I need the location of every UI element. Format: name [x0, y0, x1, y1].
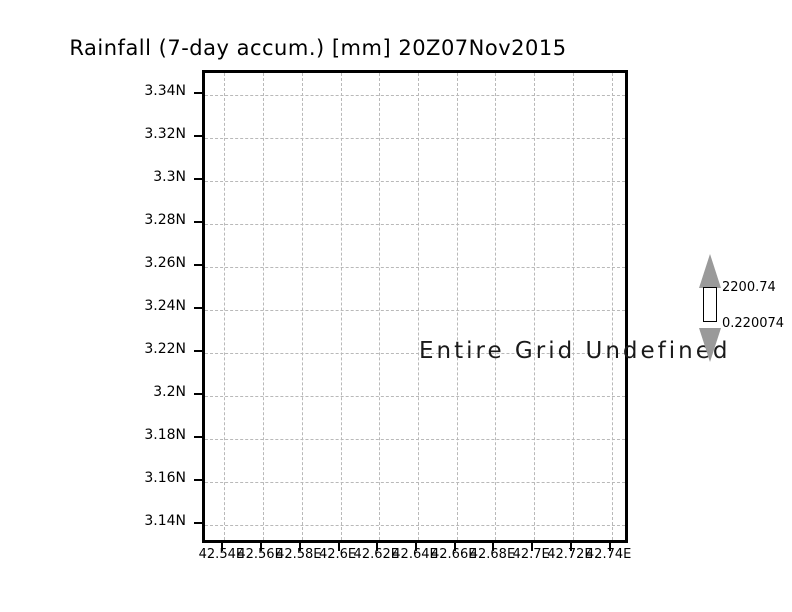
y-axis-tick-label: 3.26N	[144, 254, 186, 271]
y-axis-tick-label: 3.14N	[144, 512, 186, 529]
x-axis-tick-label: 42.54E	[198, 547, 245, 562]
chart-title-text: Rainfall (7-day accum.) [mm] 20Z07Nov201…	[69, 36, 567, 60]
gridline-vertical	[534, 73, 536, 540]
x-axis-tick	[337, 542, 340, 551]
gridlines	[205, 73, 625, 540]
x-axis-tick-label: 42.68E	[469, 547, 516, 562]
gridline-horizontal	[205, 309, 625, 311]
y-axis-tick-label: 3.32N	[144, 125, 186, 142]
gridline-vertical	[379, 73, 381, 540]
y-axis-tick-label: 3.28N	[144, 211, 186, 228]
gridline-vertical	[495, 73, 497, 540]
y-axis-tick	[194, 392, 203, 395]
gridline-horizontal	[205, 137, 625, 139]
x-axis-tick	[569, 542, 572, 551]
x-axis-tick-label: 42.6E	[318, 547, 357, 562]
y-axis-tick	[194, 306, 203, 309]
y-axis-tick	[194, 91, 203, 94]
gridline-horizontal	[205, 266, 625, 268]
x-axis-tick	[298, 542, 301, 551]
x-axis-tick-label: 42.58E	[276, 547, 322, 562]
x-axis-tick	[492, 542, 495, 551]
y-axis-tick	[194, 349, 203, 352]
x-axis-tick	[260, 542, 263, 551]
y-axis-tick	[194, 220, 203, 223]
gridline-vertical	[572, 73, 574, 540]
colorbar-max-label: 2200.74	[722, 280, 776, 295]
gridline-horizontal	[205, 180, 625, 182]
y-axis-tick-label: 3.18N	[144, 426, 186, 443]
colorbar-range-box	[703, 287, 717, 322]
y-axis-tick-label: 3.34N	[144, 82, 186, 99]
y-axis-tick	[194, 177, 203, 180]
x-axis-tick-label: 42.62E	[353, 547, 399, 562]
colorbar-min-label: 0.220074	[722, 316, 785, 331]
colorbar-upper-arrow-icon	[699, 254, 721, 288]
x-axis-tick	[531, 542, 534, 551]
gridline-vertical	[418, 73, 419, 540]
y-axis-tick-label: 3.24N	[144, 297, 186, 314]
colorbar-lower-arrow-icon	[699, 328, 721, 362]
gridline-vertical	[456, 73, 458, 540]
gridline-vertical	[263, 73, 265, 540]
gridline-horizontal	[205, 223, 625, 225]
undefined-grid-message: Entire Grid Undefined	[419, 338, 731, 364]
page-title: Rainfall (7-day accum.) [mm] 20Z07Nov201…	[0, 36, 792, 60]
gridline-horizontal	[205, 481, 625, 483]
x-axis-tick	[415, 542, 417, 551]
gridline-vertical	[611, 73, 613, 540]
x-axis-tick-label: 42.7E	[512, 547, 550, 562]
x-axis-tick-label: 42.66E	[431, 547, 477, 562]
y-axis-tick	[194, 134, 203, 137]
gridline-horizontal	[205, 438, 625, 440]
y-axis-tick-label: 3.22N	[144, 340, 186, 357]
y-axis-tick-label: 3.3N	[153, 168, 186, 185]
gridline-horizontal	[205, 94, 625, 96]
x-axis-tick-label: 42.72E	[547, 547, 593, 562]
y-axis-tick	[194, 435, 203, 438]
x-axis-tick-label: 42.74E	[585, 547, 632, 562]
x-axis-tick-label: 42.64E	[392, 547, 438, 562]
y-axis-tick	[194, 478, 203, 481]
x-axis-tick-label: 42.56E	[237, 547, 283, 562]
x-axis-tick	[376, 542, 379, 551]
y-axis-tick-label: 3.2N	[153, 383, 186, 400]
y-axis-tick-label: 3.16N	[144, 469, 186, 486]
x-axis-tick	[453, 542, 456, 551]
colorbar	[698, 254, 724, 362]
x-axis-tick	[608, 542, 611, 551]
y-axis-tick	[194, 521, 203, 524]
gridline-vertical	[301, 73, 303, 540]
gridline-horizontal	[205, 352, 625, 354]
gridline-vertical	[224, 73, 226, 540]
x-axis-tick	[221, 542, 224, 551]
plot-area: Entire Grid Undefined	[202, 70, 728, 543]
gridline-horizontal	[205, 395, 625, 397]
y-axis-tick	[194, 263, 203, 266]
gridline-horizontal	[205, 524, 625, 526]
gridline-vertical	[340, 73, 342, 540]
